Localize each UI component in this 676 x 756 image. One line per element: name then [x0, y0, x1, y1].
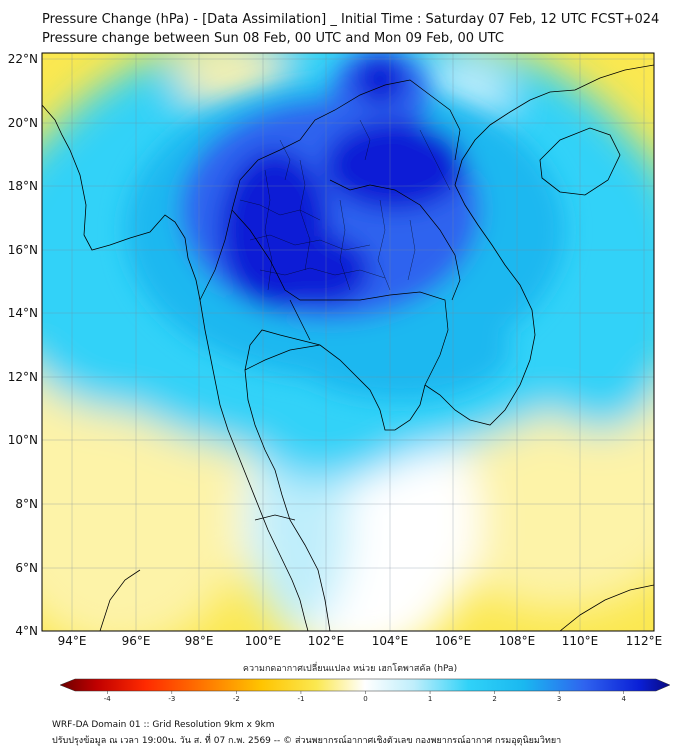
lon-label: 108°E [499, 634, 536, 648]
colorbar-title: ความกดอากาศเปลี่ยนแปลง หน่วย เฮกโตพาสคัล… [243, 661, 457, 674]
colorbar-tick-label: 1 [428, 695, 432, 703]
chart-subtitle: Pressure change between Sun 08 Feb, 00 U… [42, 31, 504, 46]
lat-label: 8°N [15, 497, 38, 511]
footer-credit: ปรับปรุงข้อมูล ณ เวลา 19:00น. วัน ส. ที่… [52, 736, 562, 746]
lat-label: 18°N [8, 179, 38, 193]
lon-label: 106°E [435, 634, 472, 648]
colorbar-tick-label: 3 [557, 695, 561, 703]
lon-label: 100°E [245, 634, 282, 648]
lon-label: 96°E [122, 634, 151, 648]
coastlines [42, 64, 654, 631]
lat-label: 10°N [8, 433, 38, 447]
colorbar-tick-label: -4 [104, 695, 112, 703]
latitude-axis: 22°N 20°N 18°N 16°N 14°N 12°N 10°N 8°N 6… [8, 52, 38, 638]
country-borders [199, 79, 461, 521]
colorbar-tick-label: -3 [168, 695, 175, 703]
map-frame [41, 52, 655, 632]
pressure-field [42, 53, 654, 631]
colorbar-tick-label: 4 [621, 695, 626, 703]
lat-label: 14°N [8, 306, 38, 320]
lat-label: 22°N [8, 52, 38, 66]
gridlines [42, 53, 654, 631]
colorbar-tick-label: 0 [363, 695, 367, 703]
colorbar-tick-label: -1 [297, 695, 304, 703]
lat-label: 20°N [8, 116, 38, 130]
lon-label: 102°E [308, 634, 345, 648]
colorbar-tick-label: 2 [492, 695, 496, 703]
footer-domain-info: WRF-DA Domain 01 :: Grid Resolution 9km … [52, 720, 275, 730]
lat-label: 12°N [8, 370, 38, 384]
lon-label: 112°E [626, 634, 663, 648]
colorbar: ความกดอากาศเปลี่ยนแปลง หน่วย เฮกโตพาสคัล… [59, 661, 671, 703]
longitude-axis: 94°E 96°E 98°E 100°E 102°E 104°E 106°E 1… [58, 634, 663, 648]
province-borders [239, 119, 451, 291]
lat-label: 6°N [15, 561, 38, 575]
colorbar-tick-label: -2 [233, 695, 240, 703]
lat-label: 4°N [15, 624, 38, 638]
lon-label: 98°E [185, 634, 214, 648]
lat-label: 16°N [8, 243, 38, 257]
lon-label: 94°E [58, 634, 87, 648]
colorbar-gradient [59, 678, 671, 692]
colorbar-ticks: -4 -3 -2 -1 0 1 2 3 4 [104, 691, 626, 703]
chart-title: Pressure Change (hPa) - [Data Assimilati… [42, 12, 660, 27]
lon-label: 104°E [372, 634, 409, 648]
lon-label: 110°E [562, 634, 599, 648]
